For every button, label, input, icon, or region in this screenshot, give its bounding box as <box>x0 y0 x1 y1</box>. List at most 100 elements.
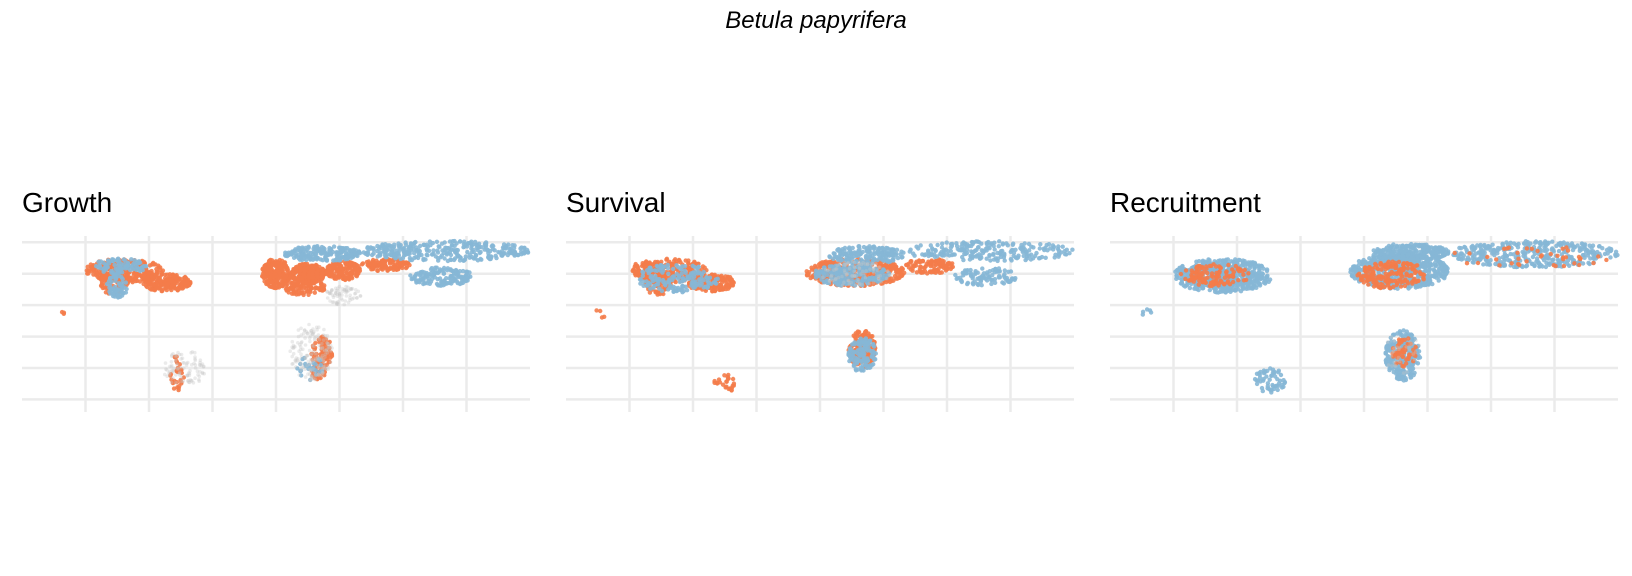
data-point <box>328 299 332 303</box>
data-point <box>670 278 674 282</box>
data-point <box>186 379 190 383</box>
data-point <box>900 255 904 259</box>
data-point <box>652 284 656 288</box>
data-point <box>314 335 318 339</box>
data-point <box>349 287 353 291</box>
data-point <box>852 270 856 274</box>
data-point <box>502 242 506 246</box>
data-point <box>914 263 918 267</box>
data-point <box>857 244 861 248</box>
data-point <box>267 263 271 267</box>
data-point <box>314 374 318 378</box>
data-point <box>405 265 409 269</box>
data-point <box>308 349 312 353</box>
data-point <box>454 268 458 272</box>
data-point <box>165 375 169 379</box>
data-point <box>151 283 155 287</box>
data-point <box>156 277 160 281</box>
data-point <box>957 248 961 252</box>
data-point <box>690 281 694 285</box>
data-point <box>316 359 320 363</box>
data-point <box>691 270 695 274</box>
data-point <box>981 276 985 280</box>
data-point <box>427 272 431 276</box>
data-point <box>116 293 120 297</box>
data-point <box>997 244 1001 248</box>
data-point <box>298 268 302 272</box>
data-point <box>355 296 359 300</box>
data-point <box>928 269 932 273</box>
data-point <box>877 274 881 278</box>
data-point <box>429 267 433 271</box>
data-point <box>847 279 851 283</box>
data-point <box>322 328 326 332</box>
data-point <box>343 277 347 281</box>
data-point <box>494 256 498 260</box>
data-point <box>291 285 295 289</box>
data-point <box>705 286 709 290</box>
data-point <box>109 269 113 273</box>
data-point <box>982 271 986 275</box>
data-point <box>315 270 319 274</box>
data-point <box>340 297 344 301</box>
data-point <box>388 248 392 252</box>
data-point <box>435 266 439 270</box>
data-point <box>476 246 480 250</box>
data-point <box>313 338 317 342</box>
data-point <box>896 256 900 260</box>
data-point <box>300 253 304 257</box>
data-point <box>320 374 324 378</box>
data-point <box>359 294 363 298</box>
data-point <box>320 286 324 290</box>
data-point <box>865 340 869 344</box>
data-point <box>865 254 869 258</box>
data-point <box>342 303 346 307</box>
data-point <box>345 294 349 298</box>
data-point <box>304 343 308 347</box>
data-point <box>199 358 203 362</box>
data-point <box>922 253 926 257</box>
data-point <box>361 261 365 265</box>
data-point <box>852 364 856 368</box>
data-point <box>176 288 180 292</box>
data-point <box>384 247 388 251</box>
data-point <box>355 270 359 274</box>
data-point <box>1053 255 1057 259</box>
data-point <box>631 267 635 271</box>
data-point <box>263 275 267 279</box>
data-point <box>956 276 960 280</box>
data-point <box>838 269 842 273</box>
data-point <box>680 264 684 268</box>
data-point <box>933 248 937 252</box>
data-point <box>268 268 272 272</box>
data-point <box>97 264 101 268</box>
data-point <box>291 340 295 344</box>
data-point <box>1027 248 1031 252</box>
data-point <box>506 253 510 257</box>
data-point <box>389 258 393 262</box>
data-point <box>287 287 291 291</box>
data-point <box>305 248 309 252</box>
data-point <box>419 253 423 257</box>
data-point <box>1009 257 1013 261</box>
data-point <box>455 253 459 257</box>
data-point <box>319 347 323 351</box>
data-point <box>719 285 723 289</box>
data-point <box>325 258 329 262</box>
data-point <box>884 255 888 259</box>
data-point <box>330 346 334 350</box>
data-point <box>108 276 112 280</box>
data-point <box>867 278 871 282</box>
data-point <box>129 257 133 261</box>
data-point <box>634 262 638 266</box>
data-point <box>1010 248 1014 252</box>
data-point <box>197 379 201 383</box>
data-point <box>975 282 979 286</box>
data-point <box>339 249 343 253</box>
data-point <box>348 262 352 266</box>
data-point <box>885 246 889 250</box>
data-point <box>822 280 826 284</box>
data-point <box>319 247 323 251</box>
data-point <box>325 367 329 371</box>
data-point <box>301 348 305 352</box>
